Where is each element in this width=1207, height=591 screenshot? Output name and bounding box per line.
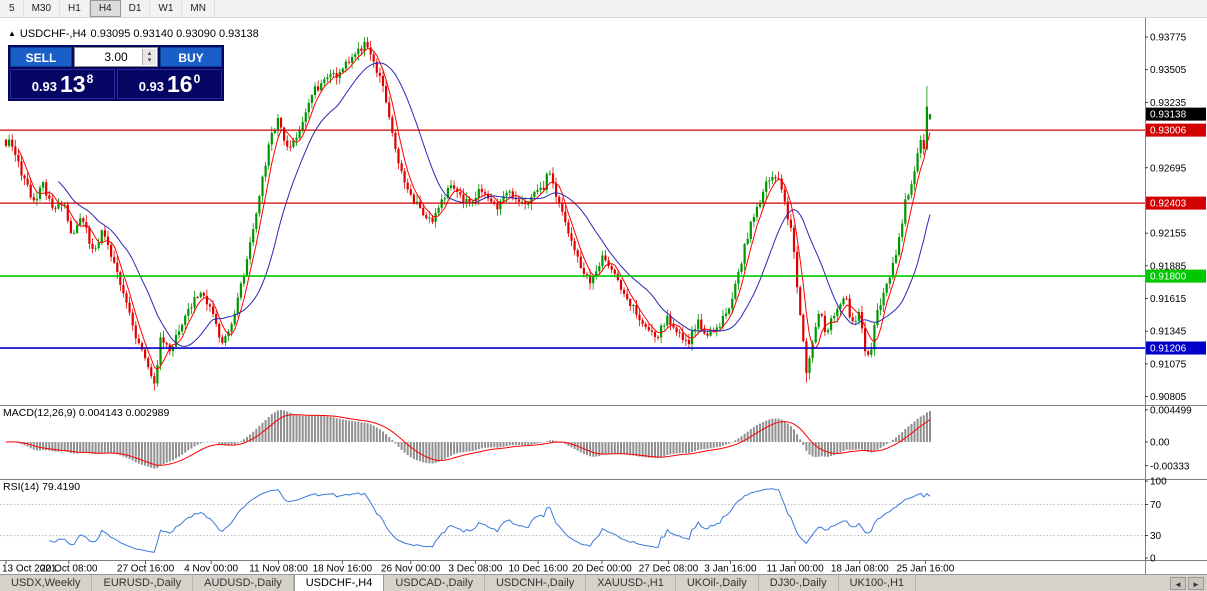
buy-price-sup: 0 (193, 72, 201, 86)
sell-price-base: 0.93 (31, 79, 58, 94)
chart-tab-5[interactable]: USDCNH-,Daily (485, 575, 587, 591)
chart-header: ▲ USDCHF-,H4 0.93095 0.93140 0.93090 0.931… (8, 28, 263, 40)
spin-down-icon[interactable]: ▾ (147, 57, 152, 64)
svg-text:RSI(14) 79.4190: RSI(14) 79.4190 (3, 481, 80, 493)
chart-tab-3[interactable]: USDCHF-,H4 (293, 575, 385, 591)
candlestick-chart[interactable]: MACD(12,26,9) 0.004143 0.002989 RSI(14) 7… (0, 18, 1207, 574)
buy-price-display[interactable]: 0.93 16 0 (117, 69, 222, 99)
chart-tabs: USDX,Weekly EURUSD-,Daily AUDUSD-,Daily USD… (0, 575, 1167, 591)
svg-text:100: 100 (1150, 477, 1167, 488)
svg-text:13 Oct 2021: 13 Oct 2021 (2, 564, 57, 575)
svg-text:0.93505: 0.93505 (1150, 65, 1187, 76)
chart-tab-0[interactable]: USDX,Weekly (0, 575, 93, 591)
svg-text:3 Jan 16:00: 3 Jan 16:00 (704, 564, 757, 575)
chart-tab-8[interactable]: DJ30-,Daily (759, 575, 839, 591)
svg-text:0.93138: 0.93138 (1150, 110, 1187, 121)
svg-text:11 Nov 08:00: 11 Nov 08:00 (249, 564, 308, 575)
svg-text:0.91885: 0.91885 (1150, 261, 1187, 272)
svg-text:27 Oct 16:00: 27 Oct 16:00 (117, 564, 175, 575)
tabs-scroll-arrows: ◄ ► (1167, 575, 1207, 591)
spin-up-icon[interactable]: ▴ (147, 50, 152, 57)
svg-text:10 Dec 16:00: 10 Dec 16:00 (508, 564, 568, 575)
chart-tab-2[interactable]: AUDUSD-,Daily (193, 575, 294, 591)
chart-tab-7[interactable]: UKOil-,Daily (676, 575, 759, 591)
chart-tab-1[interactable]: EURUSD-,Daily (92, 575, 194, 591)
timeframe-button-mn[interactable]: MN (182, 0, 215, 17)
svg-text:0: 0 (1150, 554, 1156, 565)
volume-input[interactable]: 3.00 ▴ ▾ (74, 47, 158, 67)
chart-ohlc-values: 0.93095 0.93140 0.93090 0.93138 (90, 28, 259, 40)
macd-layer (5, 409, 931, 469)
volume-value[interactable]: 3.00 (104, 50, 128, 64)
tabs-scroll-right-button[interactable]: ► (1188, 576, 1204, 590)
svg-text:0.91206: 0.91206 (1150, 344, 1187, 355)
timeframe-button-h4[interactable]: H4 (89, 0, 121, 17)
timeframe-toolbar: 5 M30 H1 H4 D1 W1 MN (0, 0, 1207, 18)
sell-button[interactable]: SELL (10, 47, 72, 67)
chart-tabs-bar: USDX,Weekly EURUSD-,Daily AUDUSD-,Daily USD… (0, 574, 1207, 591)
svg-text:0.00: 0.00 (1150, 438, 1170, 449)
sell-price-sup: 8 (86, 72, 94, 86)
svg-text:0.92695: 0.92695 (1150, 163, 1187, 174)
timeframe-button-d1[interactable]: D1 (121, 0, 151, 17)
chart-symbol-period: USDCHF-,H4 (19, 28, 87, 40)
sell-price-display[interactable]: 0.93 13 8 (10, 69, 115, 99)
timeframe-button-w1[interactable]: W1 (150, 0, 183, 17)
svg-text:0.004499: 0.004499 (1150, 405, 1192, 416)
svg-text:4 Nov 00:00: 4 Nov 00:00 (184, 564, 238, 575)
chart-tab-4[interactable]: USDCAD-,Daily (384, 575, 485, 591)
tabs-scroll-left-button[interactable]: ◄ (1170, 576, 1186, 590)
chart-tab-6[interactable]: XAUUSD-,H1 (586, 575, 676, 591)
svg-text:0.92403: 0.92403 (1150, 199, 1187, 210)
chart-area: MACD(12,26,9) 0.004143 0.002989 RSI(14) 7… (0, 18, 1207, 574)
buy-button[interactable]: BUY (160, 47, 222, 67)
svg-text:0.92155: 0.92155 (1150, 229, 1187, 240)
timeframe-button-m30[interactable]: M30 (24, 0, 61, 17)
svg-text:30: 30 (1150, 531, 1162, 542)
svg-text:0.91345: 0.91345 (1150, 327, 1187, 338)
svg-text:20 Oct 08:00: 20 Oct 08:00 (40, 564, 98, 575)
timeframe-button-h1[interactable]: H1 (60, 0, 90, 17)
svg-text:20 Dec 00:00: 20 Dec 00:00 (572, 564, 632, 575)
svg-text:-0.00333: -0.00333 (1150, 461, 1190, 472)
one-click-trading-panel: SELL 3.00 ▴ ▾ BUY 0.93 13 8 0.93 16 0 (8, 45, 224, 101)
chart-tab-9[interactable]: UK100-,H1 (839, 575, 917, 591)
svg-text:0.91800: 0.91800 (1150, 272, 1187, 283)
rsi-layer (49, 488, 931, 553)
svg-text:0.93775: 0.93775 (1150, 33, 1187, 44)
svg-text:70: 70 (1150, 500, 1162, 511)
buy-price-base: 0.93 (138, 79, 165, 94)
svg-text:0.90805: 0.90805 (1150, 392, 1187, 403)
svg-text:25 Jan 16:00: 25 Jan 16:00 (896, 564, 954, 575)
svg-text:0.91075: 0.91075 (1150, 359, 1187, 370)
sell-price-big: 13 (60, 71, 86, 97)
svg-text:18 Nov 16:00: 18 Nov 16:00 (313, 564, 373, 575)
svg-text:27 Dec 08:00: 27 Dec 08:00 (639, 564, 699, 575)
buy-price-big: 16 (167, 71, 193, 97)
svg-text:3 Dec 08:00: 3 Dec 08:00 (448, 564, 502, 575)
svg-text:0.91615: 0.91615 (1150, 294, 1187, 305)
svg-text:18 Jan 08:00: 18 Jan 08:00 (831, 564, 889, 575)
svg-text:26 Nov 00:00: 26 Nov 00:00 (381, 564, 441, 575)
volume-spinner[interactable]: ▴ ▾ (142, 49, 156, 65)
svg-text:0.93006: 0.93006 (1150, 126, 1187, 137)
timeframe-button-5[interactable]: 5 (1, 0, 24, 17)
svg-text:11 Jan 00:00: 11 Jan 00:00 (767, 564, 825, 575)
svg-text:0.93235: 0.93235 (1150, 98, 1187, 109)
svg-text:MACD(12,26,9) 0.004143 0.00298: MACD(12,26,9) 0.004143 0.002989 (3, 407, 170, 419)
trade-panel-toggle-icon[interactable]: ▲ (8, 29, 16, 38)
